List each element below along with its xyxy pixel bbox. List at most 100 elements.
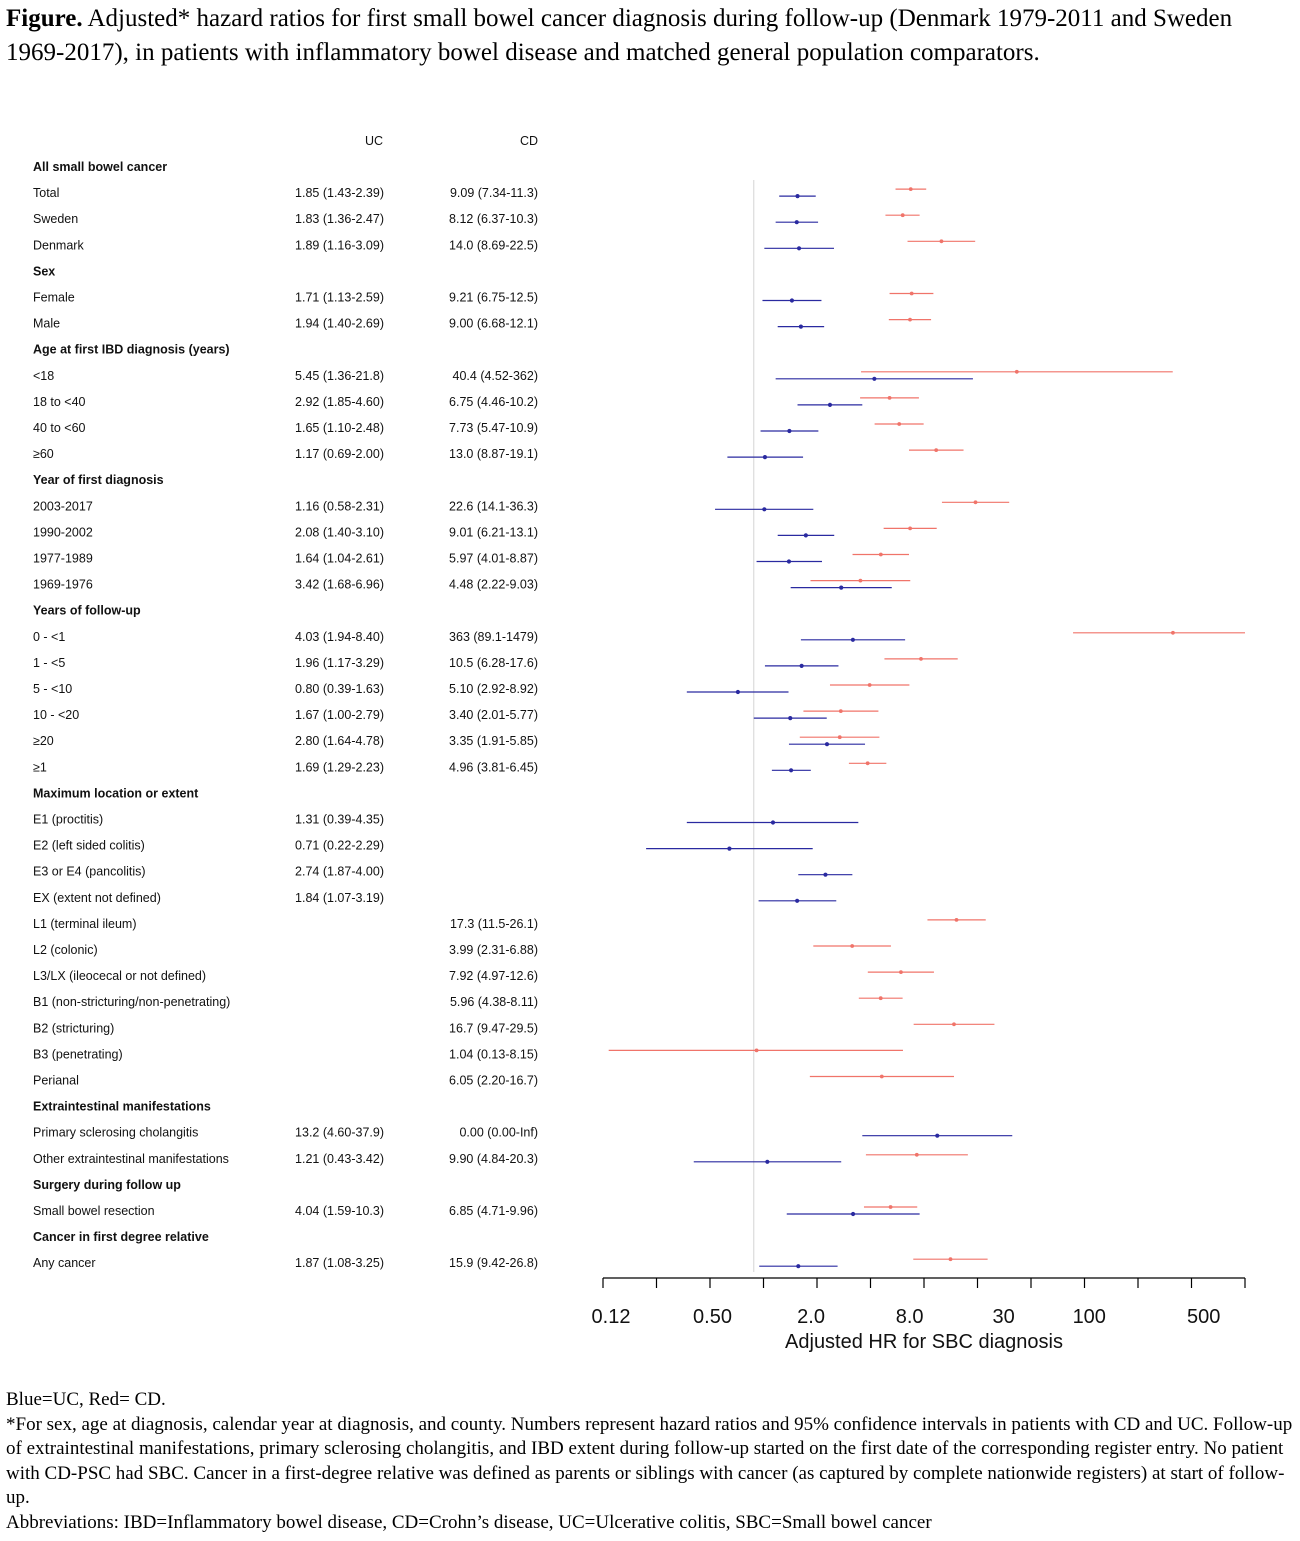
uc-point-estimate [795,898,800,903]
footnotes: Blue=UC, Red= CD. *For sex, age at diagn… [6,1388,1296,1535]
row-label: E2 (left sided colitis) [33,839,145,853]
uc-estimate-text: 5.45 (1.36-21.8) [295,369,384,383]
column-headers: UC CD [365,134,538,148]
x-tick-label: 2.0 [797,1306,825,1328]
row-label: L1 (terminal ileum) [33,917,137,931]
uc-estimate-text: 2.08 (1.40-3.10) [295,525,384,539]
section-header: Years of follow-up [33,604,141,618]
cd-point-estimate [899,970,903,974]
cd-estimate-text: 5.97 (4.01-8.87) [449,552,538,566]
figure-title-lead: Figure. [6,5,83,32]
cd-point-estimate [837,735,842,740]
row-labels: All small bowel cancer Total 1.85 (1.43-2.… [33,160,538,1270]
uc-point-estimate [727,846,732,851]
uc-point-estimate [765,1159,770,1164]
cd-point-estimate [908,317,912,322]
cd-estimate-text: 5.96 (4.38-8.11) [450,995,538,1009]
cd-point-estimate [879,1074,884,1079]
row-label: E3 or E4 (pancolitis) [33,865,146,879]
row-label: 1 - <5 [33,656,65,670]
uc-point-estimate [850,1211,856,1217]
cd-estimate-text: 6.75 (4.46-10.2) [449,395,538,409]
cd-estimate-text: 16.7 (9.47-29.5) [449,1021,538,1035]
row-label: Sweden [33,212,78,226]
cd-point-estimate [900,213,905,218]
cd-point-estimate [934,448,939,452]
column-header-uc: UC [365,134,383,148]
uc-estimate-text: 0.71 (0.22-2.29) [295,839,384,853]
cd-point-estimate [954,918,959,922]
uc-estimate-text: 1.17 (0.69-2.00) [295,447,384,461]
row-label: 18 to <40 [33,395,86,409]
uc-point-estimate [872,376,877,381]
row-label: 2003-2017 [33,499,93,513]
row-label: 5 - <10 [33,682,72,696]
cd-estimate-text: 5.10 (2.92-8.92) [449,682,538,696]
row-label: Male [33,317,60,331]
uc-point-estimate [786,559,792,564]
uc-estimate-text: 1.85 (1.43-2.39) [295,186,384,200]
cd-estimate-text: 6.05 (2.20-16.7) [449,1074,538,1088]
row-label: ≥60 [33,447,54,461]
x-tick-label: 0.50 [693,1306,732,1328]
uc-point-estimate [735,689,741,695]
uc-point-estimate [795,194,800,199]
cd-estimate-text: 9.09 (7.34-11.3) [450,186,538,200]
section-header: Cancer in first degree relative [33,1230,209,1244]
column-header-cd: CD [520,134,538,148]
cd-point-estimate [754,1048,759,1053]
row-label: Total [33,186,59,200]
uc-point-estimate [794,220,799,225]
cd-point-estimate [952,1022,956,1027]
x-tick-label: 30 [993,1306,1015,1328]
x-tick-label: 0.12 [592,1306,631,1328]
row-label: B1 (non-stricturing/non-penetrating) [33,995,230,1009]
section-header: All small bowel cancer [33,160,167,174]
cd-point-estimate [858,578,863,583]
uc-estimate-text: 1.87 (1.08-3.25) [295,1256,384,1270]
cd-estimate-text: 22.6 (14.1-36.3) [449,499,538,513]
row-label: Small bowel resection [33,1204,155,1218]
row-label: E1 (proctitis) [33,813,103,827]
uc-point-estimate [770,820,776,825]
row-label: 1990-2002 [33,525,93,539]
x-tick-label: 500 [1187,1306,1220,1328]
cd-estimate-text: 17.3 (11.5-26.1) [450,917,538,931]
uc-point-estimate [823,872,828,877]
uc-estimate-text: 0.80 (0.39-1.63) [295,682,384,696]
x-tick-label: 100 [1073,1306,1106,1328]
uc-estimate-text: 1.64 (1.04-2.61) [295,552,384,566]
uc-estimate-text: 1.21 (0.43-3.42) [295,1152,384,1166]
forest-plot: UC CD All small bowel cancer Total 1.85 (1.… [33,134,1246,1353]
uc-estimate-text: 1.65 (1.10-2.48) [295,421,384,435]
uc-estimate-text: 2.92 (1.85-4.60) [295,395,384,409]
section-header: Extraintestinal manifestations [33,1100,211,1114]
cd-point-estimate [887,396,892,400]
cd-estimate-text: 3.35 (1.91-5.85) [449,734,538,748]
cd-point-estimate [850,944,855,948]
cd-estimate-text: 14.0 (8.69-22.5) [449,238,538,252]
cd-estimate-text: 13.0 (8.87-19.1) [449,447,538,461]
cd-point-estimate [1171,630,1175,635]
uc-point-estimate [796,1264,801,1269]
row-label: L3/LX (ileocecal or not defined) [33,969,206,983]
footnote-abbreviations: Abbreviations: IBD=Inflammatory bowel di… [6,1511,932,1533]
row-label: Denmark [33,238,84,252]
row-label: 1969-1976 [33,578,93,592]
cd-point-estimate [878,552,883,557]
cd-point-estimate [897,422,902,426]
cd-point-estimate [867,683,872,687]
row-label: L2 (colonic) [33,943,98,957]
cd-estimate-text: 4.48 (2.22-9.03) [449,578,538,592]
cd-point-estimate [838,709,843,713]
uc-point-estimate [789,298,795,303]
row-label: ≥20 [33,734,54,748]
row-label: Female [33,291,75,305]
cd-point-estimate [909,291,914,296]
row-label: 0 - <1 [33,630,65,644]
uc-point-estimate [827,402,833,407]
uc-point-estimate [796,246,802,251]
section-header: Maximum location or extent [33,786,199,800]
uc-point-estimate [850,637,855,642]
row-label: Perianal [33,1074,79,1088]
